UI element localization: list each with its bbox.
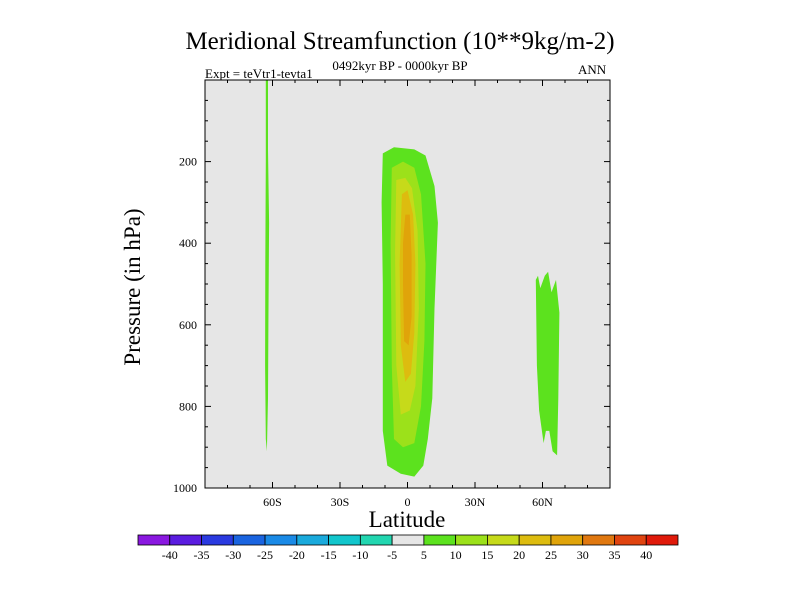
chart-title: Meridional Streamfunction (10**9kg/m-2) <box>185 28 615 55</box>
colorbar-swatch <box>137 534 171 546</box>
colorbar-label: 25 <box>545 548 557 562</box>
colorbar-label: -20 <box>289 548 305 562</box>
colorbar-swatch <box>169 534 202 546</box>
colorbar-label: -10 <box>352 548 368 562</box>
colorbar-swatch <box>264 534 298 546</box>
y-tick-label: 800 <box>179 399 197 413</box>
axes-layer: 200 400 600 800 1000 60S 30S 0 30N 60N <box>173 80 610 509</box>
time-range-label: 0492kyr BP - 0000kyr BP <box>332 58 468 73</box>
colorbar-label: 15 <box>481 548 493 562</box>
experiment-label: Expt = teVtr1-tevta1 <box>205 66 313 81</box>
y-axis-title: Pressure (in hPa) <box>120 208 145 365</box>
colorbar-swatch <box>582 534 615 546</box>
y-tick-label: 400 <box>179 236 197 250</box>
contour-1-level-5 <box>265 80 270 452</box>
colorbar-label: -15 <box>321 548 337 562</box>
colorbar-label: -35 <box>194 548 210 562</box>
colorbar-label: 35 <box>608 548 620 562</box>
colorbar-swatch <box>550 534 584 546</box>
contour-layer <box>265 80 560 477</box>
colorbar-swatch <box>487 534 520 546</box>
y-tick-label: 600 <box>179 318 197 332</box>
y-tick-label: 200 <box>179 155 197 169</box>
colorbar-label: 40 <box>640 548 652 562</box>
season-label: ANN <box>578 62 607 77</box>
x-tick-label: 30S <box>331 495 350 509</box>
colorbar-label: 10 <box>450 548 462 562</box>
colorbar-swatch <box>645 534 679 546</box>
contour-3-level-5 <box>535 271 560 456</box>
x-tick-label: 60S <box>263 495 282 509</box>
colorbar-label: 20 <box>513 548 525 562</box>
colorbar-swatch <box>518 534 552 546</box>
colorbar-swatch <box>455 534 488 546</box>
x-tick-label: 30N <box>465 495 486 509</box>
colorbar-label: -25 <box>257 548 273 562</box>
colorbar-swatch <box>232 534 266 546</box>
colorbar-label: -40 <box>162 548 178 562</box>
colorbar-label: -5 <box>387 548 397 562</box>
colorbar-swatch <box>614 534 647 546</box>
colorbar-swatch <box>296 534 329 546</box>
colorbar-swatch <box>328 534 361 546</box>
colorbar-swatch <box>391 534 425 546</box>
y-tick-label: 1000 <box>173 481 197 495</box>
colorbar-swatch <box>201 534 234 546</box>
colorbar-label: 5 <box>421 548 427 562</box>
colorbar-swatch <box>423 534 457 546</box>
colorbar-swatch <box>359 534 393 546</box>
x-axis-title: Latitude <box>369 507 446 532</box>
colorbar-label: -30 <box>225 548 241 562</box>
x-tick-label: 60N <box>532 495 553 509</box>
x-tick-label: 0 <box>405 495 411 509</box>
colorbar: -40 -35 -30 -25 -20 -15 -10 -5 5 10 15 20 25 30 35 40 <box>137 534 679 562</box>
colorbar-label: 30 <box>577 548 589 562</box>
contour-2-level-25 <box>403 214 412 346</box>
